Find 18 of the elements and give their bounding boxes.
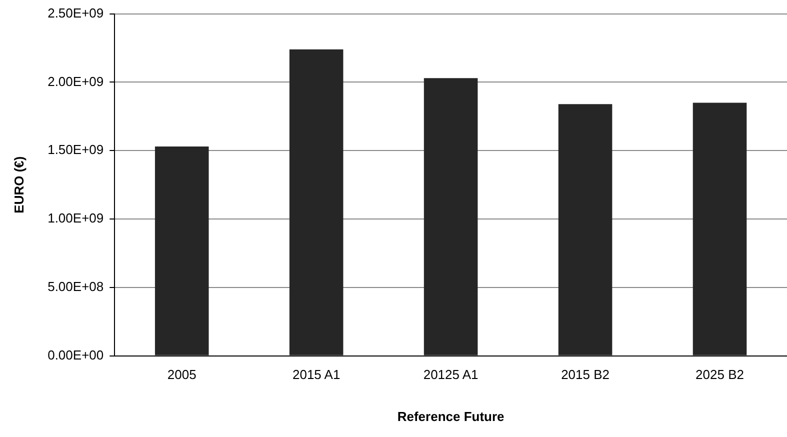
bar: [558, 104, 612, 356]
bar: [424, 78, 478, 356]
x-tick-label: 2005: [167, 367, 196, 382]
y-tick-label: 0.00E+00: [48, 347, 104, 362]
x-tick-label: 2015 B2: [561, 367, 610, 382]
x-tick-label: 20125 A1: [423, 367, 478, 382]
y-tick-label: 2.50E+09: [48, 5, 104, 20]
x-axis-title: Reference Future: [397, 408, 504, 424]
x-tick-label: 2025 B2: [696, 367, 744, 382]
y-tick-label: 2.00E+09: [48, 74, 104, 89]
bar: [154, 146, 209, 356]
bar: [289, 49, 344, 356]
x-tick-label: 2015 A1: [292, 367, 340, 382]
y-tick-label: 1.50E+09: [48, 142, 104, 158]
bar: [692, 102, 747, 356]
y-tick-label: 1.00E+09: [48, 210, 104, 226]
y-tick-label: 5.00E+08: [48, 278, 104, 294]
y-axis-title: EURO (€): [11, 156, 26, 214]
